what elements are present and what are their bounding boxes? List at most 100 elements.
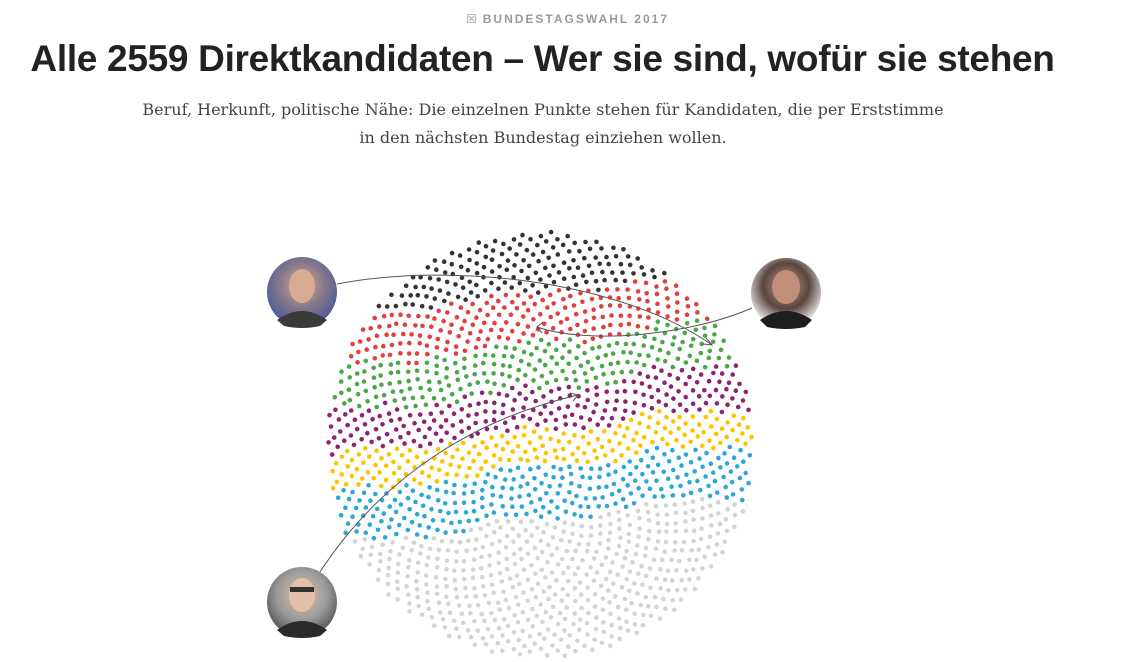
candidate-dot[interactable] bbox=[395, 597, 401, 602]
candidate-dot[interactable] bbox=[346, 387, 352, 393]
candidate-dot[interactable] bbox=[541, 530, 546, 535]
candidate-dot[interactable] bbox=[458, 264, 464, 270]
candidate-dot[interactable] bbox=[659, 368, 664, 374]
candidate-dot[interactable] bbox=[447, 633, 452, 639]
candidate-dot[interactable] bbox=[512, 346, 517, 351]
candidate-dot[interactable] bbox=[364, 347, 370, 352]
candidate-dot[interactable] bbox=[618, 322, 624, 328]
candidate-dot[interactable] bbox=[571, 621, 576, 627]
candidate-dot[interactable] bbox=[627, 313, 632, 319]
candidate-dot[interactable] bbox=[480, 544, 486, 550]
candidate-dot[interactable] bbox=[536, 465, 541, 470]
candidate-dot[interactable] bbox=[740, 497, 745, 503]
candidate-dot[interactable] bbox=[415, 292, 421, 298]
candidate-dot[interactable] bbox=[380, 422, 385, 427]
candidate-dot[interactable] bbox=[689, 548, 695, 553]
candidate-dot[interactable] bbox=[640, 471, 645, 477]
candidate-dot[interactable] bbox=[468, 610, 473, 616]
candidate-dot[interactable] bbox=[400, 545, 406, 551]
candidate-dot[interactable] bbox=[620, 476, 626, 482]
candidate-dot[interactable] bbox=[649, 405, 655, 411]
candidate-dot[interactable] bbox=[583, 239, 588, 245]
candidate-dot[interactable] bbox=[676, 426, 681, 431]
candidate-dot[interactable] bbox=[554, 336, 559, 342]
candidate-dot[interactable] bbox=[636, 534, 641, 539]
candidate-dot[interactable] bbox=[677, 346, 682, 352]
candidate-dot[interactable] bbox=[418, 385, 424, 391]
candidate-dot[interactable] bbox=[602, 277, 607, 283]
candidate-dot[interactable] bbox=[356, 403, 362, 409]
candidate-dot[interactable] bbox=[395, 570, 401, 575]
candidate-dot[interactable] bbox=[516, 637, 521, 643]
candidate-dot[interactable] bbox=[631, 437, 636, 443]
candidate-dot[interactable] bbox=[673, 521, 679, 526]
candidate-dot[interactable] bbox=[465, 310, 471, 315]
candidate-dot[interactable] bbox=[712, 323, 718, 329]
candidate-dot[interactable] bbox=[532, 545, 538, 551]
candidate-dot[interactable] bbox=[591, 556, 597, 561]
candidate-dot[interactable] bbox=[517, 391, 522, 396]
candidate-dot[interactable] bbox=[729, 479, 735, 485]
candidate-dot[interactable] bbox=[696, 575, 701, 581]
candidate-dot[interactable] bbox=[597, 474, 602, 480]
candidate-dot[interactable] bbox=[366, 408, 372, 414]
candidate-dot[interactable] bbox=[570, 556, 575, 562]
candidate-dot[interactable] bbox=[477, 307, 483, 313]
candidate-dot[interactable] bbox=[483, 243, 489, 249]
candidate-dot[interactable] bbox=[528, 294, 533, 300]
candidate-dot[interactable] bbox=[426, 525, 432, 530]
candidate-dot[interactable] bbox=[355, 391, 361, 397]
candidate-dot[interactable] bbox=[687, 577, 692, 582]
candidate-dot[interactable] bbox=[401, 423, 407, 429]
candidate-dot[interactable] bbox=[743, 441, 748, 447]
candidate-dot[interactable] bbox=[403, 471, 409, 477]
candidate-dot[interactable] bbox=[637, 526, 642, 531]
candidate-dot[interactable] bbox=[683, 587, 688, 592]
candidate-dot[interactable] bbox=[457, 519, 463, 525]
candidate-dot[interactable] bbox=[672, 607, 677, 613]
candidate-dot[interactable] bbox=[665, 441, 670, 447]
candidate-dot[interactable] bbox=[568, 471, 574, 477]
candidate-dot[interactable] bbox=[580, 273, 586, 278]
candidate-dot[interactable] bbox=[429, 324, 434, 330]
candidate-dot[interactable] bbox=[576, 565, 581, 571]
candidate-dot[interactable] bbox=[328, 424, 334, 429]
candidate-dot[interactable] bbox=[390, 389, 396, 395]
candidate-dot[interactable] bbox=[600, 269, 605, 275]
candidate-dot[interactable] bbox=[592, 637, 597, 643]
candidate-dot[interactable] bbox=[577, 627, 582, 632]
candidate-dot[interactable] bbox=[580, 434, 586, 440]
candidate-dot[interactable] bbox=[427, 426, 432, 431]
candidate-dot[interactable] bbox=[509, 496, 514, 501]
candidate-dot[interactable] bbox=[740, 508, 746, 514]
candidate-dot[interactable] bbox=[587, 417, 593, 422]
candidate-dot[interactable] bbox=[592, 604, 598, 609]
candidate-dot[interactable] bbox=[582, 371, 588, 376]
candidate-dot[interactable] bbox=[617, 303, 623, 309]
candidate-dot[interactable] bbox=[637, 371, 643, 376]
candidate-dot[interactable] bbox=[440, 459, 445, 464]
candidate-dot[interactable] bbox=[504, 267, 510, 273]
candidate-dot[interactable] bbox=[662, 270, 667, 276]
candidate-dot[interactable] bbox=[632, 611, 637, 616]
candidate-dot[interactable] bbox=[593, 402, 599, 407]
candidate-dot[interactable] bbox=[694, 302, 699, 307]
candidate-dot[interactable] bbox=[389, 312, 395, 318]
candidate-dot[interactable] bbox=[623, 341, 629, 347]
candidate-dot[interactable] bbox=[467, 279, 473, 285]
candidate-dot[interactable] bbox=[589, 466, 594, 472]
candidate-dot[interactable] bbox=[372, 315, 378, 321]
candidate-dot[interactable] bbox=[697, 407, 702, 412]
candidate-dot[interactable] bbox=[696, 394, 702, 399]
candidate-dot[interactable] bbox=[523, 527, 528, 533]
candidate-dot[interactable] bbox=[530, 606, 535, 612]
candidate-dot[interactable] bbox=[415, 570, 421, 575]
candidate-dot[interactable] bbox=[514, 424, 520, 430]
candidate-dot[interactable] bbox=[525, 275, 531, 281]
candidate-dot[interactable] bbox=[583, 496, 589, 501]
candidate-dot[interactable] bbox=[417, 333, 423, 338]
candidate-dot[interactable] bbox=[480, 487, 485, 493]
candidate-dot[interactable] bbox=[459, 275, 465, 281]
candidate-dot[interactable] bbox=[457, 634, 462, 640]
candidate-dot[interactable] bbox=[406, 378, 411, 384]
